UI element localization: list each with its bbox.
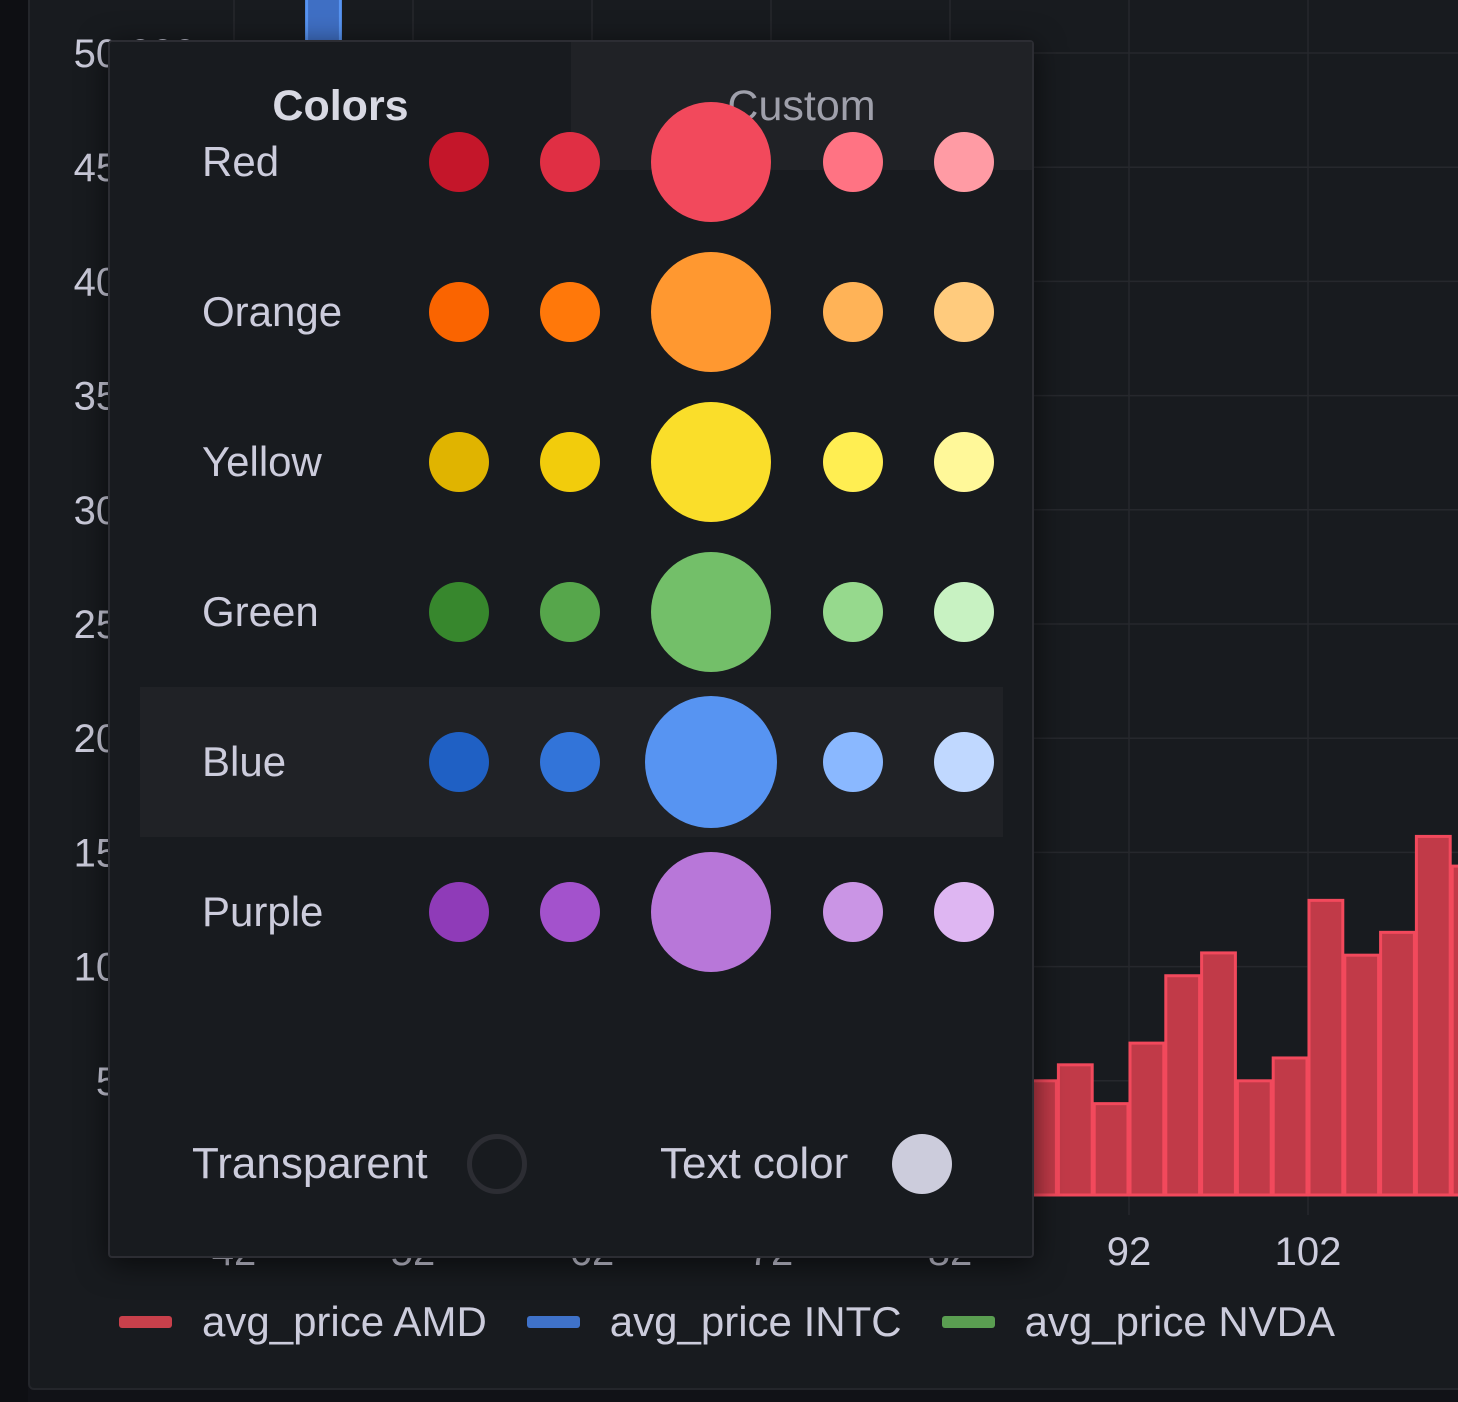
color-swatch-red-1[interactable] <box>429 132 489 192</box>
x-tick-label: 92 <box>1107 1230 1152 1274</box>
color-swatch-blue-2[interactable] <box>540 732 600 792</box>
color-swatch-green-4[interactable] <box>823 582 883 642</box>
color-swatch-yellow-3[interactable] <box>651 402 771 522</box>
color-picker-popover: Colors Custom Red Orange Yellow Green Blue Pu… <box>108 40 1034 1258</box>
x-tick-label: 112 <box>1455 1230 1458 1274</box>
color-swatch-green-2[interactable] <box>540 582 600 642</box>
color-row-green: Green <box>140 537 1003 687</box>
transparent-label: Transparent <box>192 1139 428 1188</box>
color-swatch-purple-2[interactable] <box>540 882 600 942</box>
color-swatch-green-1[interactable] <box>429 582 489 642</box>
color-row-label: Green <box>202 588 319 635</box>
text-color-label: Text color <box>660 1139 849 1188</box>
histogram-bar <box>1379 930 1416 1197</box>
color-swatch-purple-3[interactable] <box>651 852 771 972</box>
legend-label-intc: avg_price INTC <box>609 1298 902 1345</box>
color-row-yellow: Yellow <box>140 387 1003 537</box>
left-gutter <box>0 0 28 1402</box>
color-swatch-green-3[interactable] <box>651 552 771 672</box>
color-row-red: Red <box>140 87 1003 237</box>
legend-item-nvda[interactable]: avg_price NVDA <box>941 1298 1336 1346</box>
color-swatch-yellow-1[interactable] <box>429 432 489 492</box>
histogram-bar <box>1343 953 1381 1197</box>
color-row-label: Red <box>202 138 280 185</box>
color-row-blue: Blue <box>140 687 1003 837</box>
histogram-bar <box>1235 1079 1273 1197</box>
color-swatch-blue-5[interactable] <box>934 732 994 792</box>
legend: avg_price AMD avg_price INTC avg_price N… <box>119 1298 1375 1346</box>
color-swatch-purple-1[interactable] <box>429 882 489 942</box>
transparent-swatch[interactable] <box>467 1134 527 1194</box>
color-swatch-yellow-4[interactable] <box>823 432 883 492</box>
color-swatch-orange-3[interactable] <box>651 252 771 372</box>
histogram-bar <box>1164 974 1202 1197</box>
color-swatch-blue-3[interactable] <box>645 696 777 828</box>
histogram-bar <box>1307 898 1345 1197</box>
color-row-label: Orange <box>202 288 343 335</box>
legend-swatch-amd <box>119 1316 172 1328</box>
text-color-swatch[interactable] <box>892 1134 952 1194</box>
histogram-bar <box>1128 1041 1166 1197</box>
x-tick-label: 102 <box>1275 1230 1342 1274</box>
color-swatch-yellow-5[interactable] <box>934 432 994 492</box>
color-swatch-orange-4[interactable] <box>823 282 883 342</box>
picker-footer: Transparent Text color <box>110 1134 1032 1194</box>
tab-colors[interactable]: Colors <box>272 81 409 130</box>
legend-label-amd: avg_price AMD <box>202 1298 487 1345</box>
histogram-bar <box>1200 951 1237 1197</box>
histogram-bar <box>1271 1056 1309 1197</box>
color-swatch-purple-5[interactable] <box>934 882 994 942</box>
color-row-orange: Orange <box>140 237 1003 387</box>
color-row-label: Yellow <box>202 438 322 485</box>
color-swatch-red-3[interactable] <box>651 102 771 222</box>
color-swatch-red-2[interactable] <box>540 132 600 192</box>
color-swatch-red-4[interactable] <box>823 132 883 192</box>
legend-item-intc[interactable]: avg_price INTC <box>526 1298 902 1346</box>
histogram-bar <box>1450 864 1458 1197</box>
color-swatch-purple-4[interactable] <box>823 882 883 942</box>
color-swatch-blue-4[interactable] <box>823 732 883 792</box>
histogram-bar <box>1092 1102 1130 1197</box>
histogram-bar <box>1414 834 1452 1197</box>
color-swatch-orange-2[interactable] <box>540 282 600 342</box>
color-swatch-yellow-2[interactable] <box>540 432 600 492</box>
legend-swatch-intc <box>526 1316 580 1328</box>
color-swatch-blue-1[interactable] <box>429 732 489 792</box>
legend-item-amd[interactable]: avg_price AMD <box>119 1298 487 1346</box>
legend-label-nvda: avg_price NVDA <box>1024 1298 1336 1345</box>
color-swatch-orange-1[interactable] <box>429 282 489 342</box>
color-swatch-green-5[interactable] <box>934 582 994 642</box>
color-row-purple: Purple <box>140 837 1003 987</box>
color-row-label: Blue <box>202 738 287 785</box>
color-row-label: Purple <box>202 888 324 935</box>
legend-swatch-nvda <box>941 1316 995 1328</box>
color-swatch-orange-5[interactable] <box>934 282 994 342</box>
color-swatch-red-5[interactable] <box>934 132 994 192</box>
histogram-bar <box>1056 1063 1094 1197</box>
